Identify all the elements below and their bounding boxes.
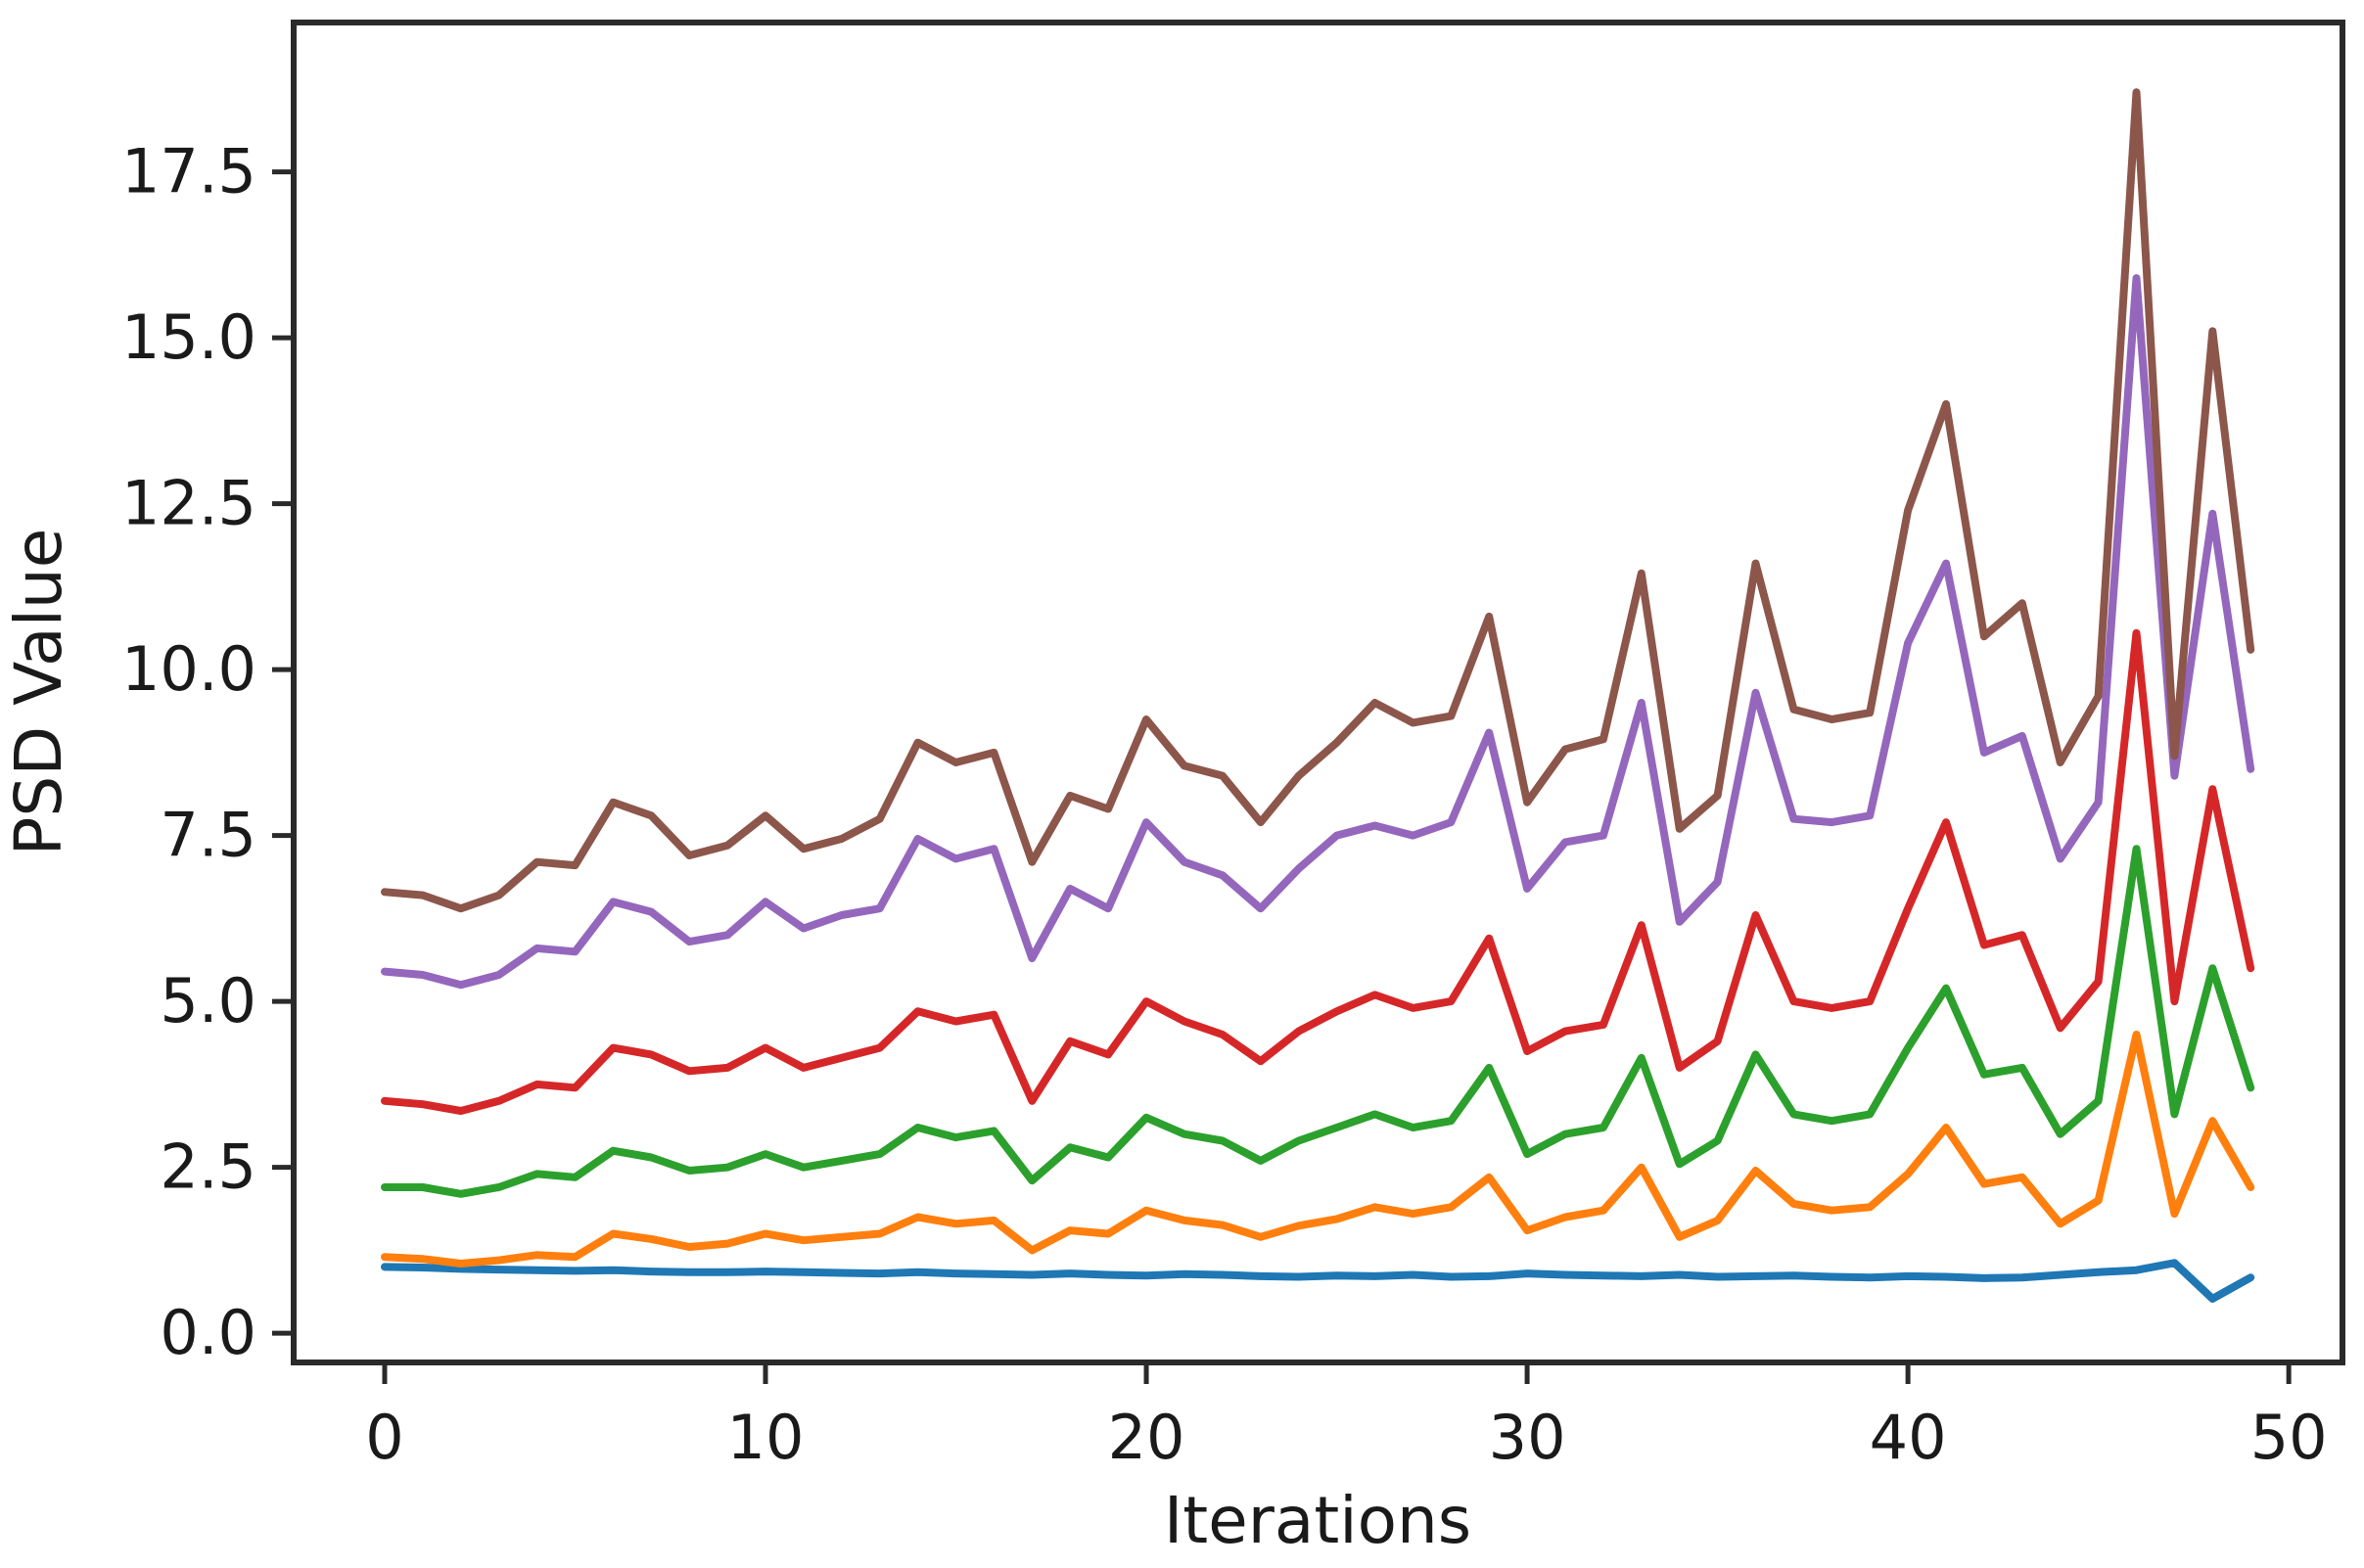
x-tick-label: 20 bbox=[1108, 1402, 1185, 1473]
y-tick-label: 0.0 bbox=[160, 1297, 256, 1368]
plot-frame bbox=[291, 20, 2345, 1365]
series-blue-line bbox=[381, 1259, 2255, 1303]
series-brown-line bbox=[381, 88, 2255, 913]
series-orange-line bbox=[381, 1031, 2255, 1268]
series-red-line bbox=[381, 628, 2255, 1115]
y-tick-label: 5.0 bbox=[160, 965, 256, 1037]
y-tick-label: 15.0 bbox=[121, 301, 256, 373]
x-tick-label: 0 bbox=[365, 1402, 403, 1473]
y-tick-label: 17.5 bbox=[121, 136, 256, 208]
x-axis-label: Iterations bbox=[1164, 1483, 1471, 1558]
x-axis-ticks: 0 10 20 30 40 50 bbox=[365, 1362, 2328, 1473]
x-tick-label: 30 bbox=[1489, 1402, 1566, 1473]
series-lines bbox=[381, 88, 2255, 1303]
y-tick-label: 12.5 bbox=[121, 468, 256, 539]
series-green-line bbox=[381, 845, 2255, 1198]
x-tick-label: 40 bbox=[1870, 1402, 1947, 1473]
y-tick-label: 10.0 bbox=[121, 633, 256, 705]
series-purple-line bbox=[381, 274, 2255, 990]
x-tick-label: 50 bbox=[2250, 1402, 2328, 1473]
y-axis-label: PSD Value bbox=[1, 529, 76, 856]
y-tick-label: 2.5 bbox=[160, 1131, 256, 1203]
y-axis-ticks: 0.0 2.5 5.0 7.5 10.0 12.5 15.0 17.5 bbox=[121, 136, 294, 1368]
y-tick-label: 7.5 bbox=[160, 800, 256, 871]
x-tick-label: 10 bbox=[727, 1402, 805, 1473]
